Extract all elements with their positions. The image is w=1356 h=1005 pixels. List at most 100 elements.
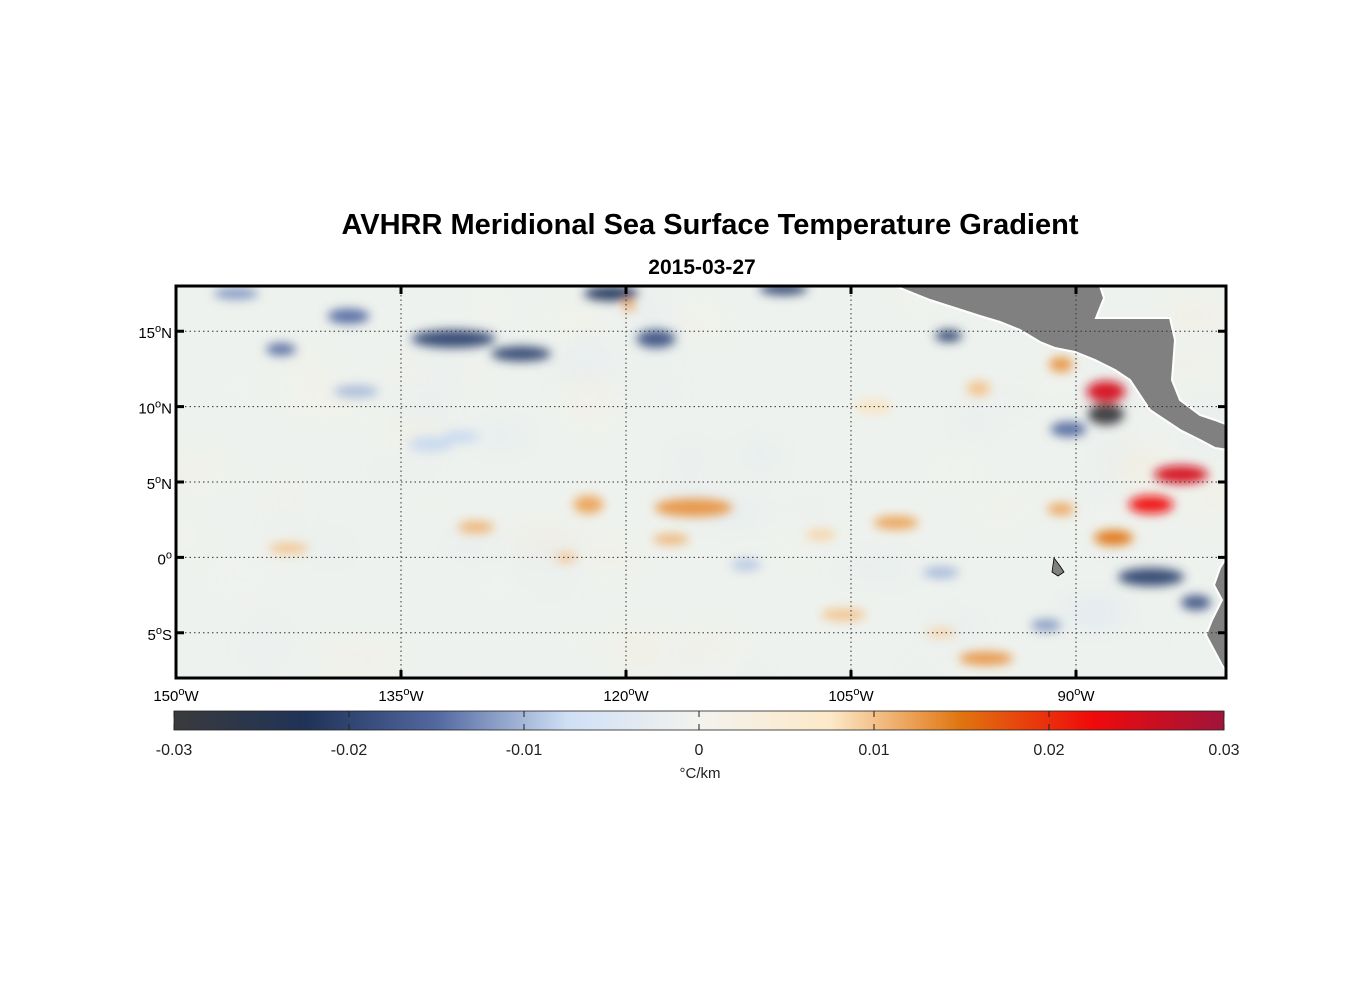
texture-patch [386, 381, 455, 395]
positive-gradient-feature [1094, 530, 1133, 546]
texture-patch [737, 663, 779, 674]
texture-patch [1162, 307, 1223, 322]
texture-patch [289, 363, 326, 371]
texture-patch [242, 652, 299, 667]
negative-gradient-feature [935, 329, 962, 342]
texture-patch [781, 497, 832, 515]
lat-tick-label: 5oS [148, 625, 172, 644]
lon-tick-label: 135oW [378, 686, 424, 705]
texture-patch [240, 549, 297, 568]
land-mass-north [894, 286, 1226, 451]
positive-gradient-feature [873, 515, 919, 530]
texture-patch [570, 400, 608, 418]
texture-patch [382, 426, 453, 438]
texture-patch [570, 346, 612, 359]
texture-patch [214, 378, 265, 396]
texture-patch [903, 667, 934, 678]
texture-patch [777, 415, 806, 423]
texture-patch [929, 465, 983, 478]
frame-ticks [174, 286, 1226, 678]
texture-patch [419, 516, 460, 525]
texture-patch [562, 377, 612, 390]
texture-patch [264, 515, 308, 524]
colorbar-tick-label: 0 [695, 742, 704, 759]
texture-patch [1061, 603, 1127, 622]
texture-patch [474, 578, 526, 588]
texture-patch [1172, 359, 1208, 371]
chart-title: AVHRR Meridional Sea Surface Temperature… [341, 209, 1078, 241]
texture-patch [699, 657, 733, 672]
colorbar-tick-label: 0.03 [1208, 742, 1239, 759]
texture-patch [738, 447, 782, 464]
lon-tick-label: 150oW [153, 686, 199, 705]
texture-patch [547, 361, 610, 375]
texture-patch [548, 316, 615, 329]
texture-patch [176, 532, 206, 542]
texture-patch [233, 614, 302, 631]
texture-patch [397, 408, 449, 421]
positive-gradient-feature [269, 543, 308, 554]
lon-tick-label: 105oW [828, 686, 874, 705]
negative-gradient-feature [1031, 619, 1061, 632]
negative-gradient-feature [636, 329, 676, 348]
colorbar-tick-label: -0.01 [506, 742, 543, 759]
texture-patch [325, 654, 397, 663]
negative-gradient-feature [213, 287, 259, 300]
negative-gradient-feature [759, 286, 808, 295]
negative-gradient-feature [443, 430, 479, 443]
texture-patch [781, 536, 810, 549]
colorbar-ticks: -0.03 -0.02 -0.01 0 0.01 0.02 0.03 [156, 711, 1240, 759]
texture-patch [1190, 492, 1226, 506]
land-central-america [894, 286, 1226, 674]
colorbar: -0.03 -0.02 -0.01 0 0.01 0.02 0.03 °C/km [156, 710, 1240, 782]
texture-patch [955, 416, 991, 429]
texture-patch [1077, 507, 1136, 523]
texture-patch [404, 348, 431, 357]
texture-patch [681, 641, 734, 654]
colorbar-unit-label: °C/km [680, 765, 721, 782]
colorbar-tick-label: -0.03 [156, 742, 193, 759]
positive-gradient-feature [654, 498, 733, 517]
galapagos-island [1051, 556, 1065, 577]
positive-gradient-feature [573, 495, 604, 514]
positive-gradient-feature [1086, 380, 1126, 403]
negative-gradient-feature [923, 566, 959, 579]
positive-gradient-feature [1047, 503, 1075, 516]
positive-gradient-feature [653, 534, 689, 545]
ocean-background [176, 286, 1226, 678]
texture-patch [676, 313, 723, 332]
colorbar-tick-label: 0.02 [1033, 742, 1064, 759]
texture-patch [310, 544, 351, 554]
texture-patch [833, 564, 861, 582]
negative-gradient-feature [266, 343, 296, 356]
gradient-features [213, 286, 1211, 666]
texture-patch [615, 380, 685, 396]
negative-gradient-feature [327, 308, 370, 324]
texture-patch [334, 671, 363, 678]
positive-gradient-feature [959, 651, 1013, 666]
positive-gradient-feature [458, 521, 494, 534]
positive-gradient-feature [555, 552, 577, 562]
lat-tick-label: 10oN [138, 399, 172, 418]
map-panel: 150oW 135oW 120oW 105oW 90oW 15oN 10oN 5oN 0o 5o… [138, 284, 1228, 705]
positive-gradient-feature [1154, 465, 1208, 484]
positive-gradient-feature [623, 300, 635, 311]
lon-tick-label: 90oW [1058, 686, 1096, 705]
colorbar-tick-label: -0.02 [331, 742, 368, 759]
lat-tick-label: 5oN [147, 474, 172, 493]
longitude-labels: 150oW 135oW 120oW 105oW 90oW [153, 686, 1095, 705]
texture-patch [243, 647, 283, 656]
texture-patch [513, 535, 577, 549]
texture-patch [1152, 638, 1181, 648]
lon-tick-label: 120oW [603, 686, 649, 705]
texture-patch [845, 561, 918, 575]
texture-patch [404, 455, 436, 472]
negative-gradient-feature [584, 286, 638, 301]
lat-tick-label: 15oN [138, 323, 172, 342]
texture-patch [557, 638, 593, 647]
texture-patch [971, 505, 1032, 515]
negative-gradient-feature [491, 346, 551, 362]
texture-patch [395, 364, 429, 380]
